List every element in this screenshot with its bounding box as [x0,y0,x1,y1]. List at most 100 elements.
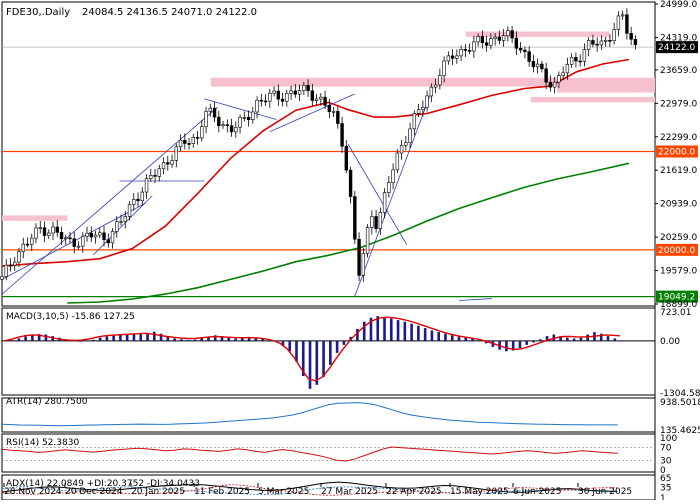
macd-histogram-bar [254,337,258,341]
macd-histogram-bar [484,340,488,344]
macd-histogram-bar [37,334,41,341]
candle-body [599,40,604,46]
price-tick-label: 24999.0 [660,0,697,10]
price-tick-label: 24319.0 [660,33,697,43]
time-tick-label: 28 Nov 2024 [4,487,62,497]
macd-histogram-bar [437,332,440,341]
macd-histogram-bar [606,336,610,341]
macd-histogram-bar [525,340,529,345]
rsi-line [1,446,618,462]
resistance-zone [210,77,655,87]
macd-histogram-bar [410,323,413,341]
candle-body [102,232,106,240]
time-tick-label: 6 Jun 2025 [513,487,561,497]
candle-body [272,90,276,94]
macd-histogram-bar [220,336,224,341]
atr-line [1,402,618,427]
candle-body [38,227,42,230]
macd-histogram-bar [105,336,109,341]
macd-histogram-bar [308,340,312,389]
macd-histogram-bar [10,340,14,341]
macd-tick-label: 0.00 [660,337,680,347]
candle-body [302,84,306,91]
candle-body [340,123,344,147]
price-tick-label: 22299.0 [660,133,697,143]
candle-body [72,238,76,247]
trendline [269,93,355,133]
candle-body [106,239,110,244]
macd-histogram-bar [295,340,298,362]
candle-body [433,84,438,88]
candle-body [586,40,591,50]
candle-body [476,36,480,43]
resistance-zone [465,31,610,37]
macd-histogram-bar [241,337,244,341]
atr-panel: 938.5018 135.4625 [1,398,700,436]
candle-body [110,231,115,244]
candle-body [625,14,629,34]
macd-histogram-bar [186,340,190,341]
candle-body [463,49,468,51]
time-tick-label: 20 Dec 2024 [65,487,123,497]
candle-body [450,55,455,59]
macd-histogram-bar [464,337,468,341]
moving-averages [1,58,630,304]
candle-body [561,72,565,76]
macd-histogram-bar [132,334,136,341]
macd-histogram-bar [417,325,420,341]
candle-body [404,142,408,146]
adx-tick-label: 35 [660,483,671,493]
candle-body [578,60,582,63]
macd-histogram-bar [383,316,386,341]
macd-histogram-bar [31,334,34,341]
candle-body [51,226,55,234]
candle-body [565,64,570,74]
candle-body [166,162,170,165]
macd-histogram-bar [342,340,346,345]
candle-body [208,107,213,112]
macd-histogram-bar [152,331,156,341]
candle-body [612,29,616,42]
candle-body [149,175,153,179]
candle-body [591,40,595,45]
macd-histogram-bar [139,334,143,341]
macd-histogram-bar [146,332,149,341]
macd-signal-line [3,316,620,382]
candle-body [442,60,446,76]
macd-histogram-bar [315,340,319,385]
candle-body [157,168,161,177]
candle-body [115,221,119,232]
time-tick-label: 22 Apr 2025 [386,487,442,497]
candle-body [85,232,89,237]
macd-histogram-bar [559,336,562,341]
macd-histogram-bar [532,340,535,343]
candle-body [119,221,123,223]
candle-body [421,106,425,111]
macd-histogram-bar [44,334,48,341]
candle-body [387,182,391,193]
candle-body [616,15,621,30]
macd-histogram-bar [85,340,88,342]
candle-body [620,14,625,17]
price-tick-label: 23659.0 [660,66,697,76]
candle-body [514,37,519,49]
macd-histogram-bar [234,338,237,341]
candle-body [64,237,68,240]
candle-body [268,92,272,102]
candle-body [480,36,485,44]
trendline [93,195,153,256]
macd-histogram-bar [227,337,231,341]
candle-body [246,117,251,121]
candle-body [8,264,13,267]
candle-body [276,90,281,100]
level-label: 19049.2 [658,293,695,303]
candle-body [497,36,502,41]
candle-body [574,57,578,62]
adx-label: ADX(14) 22.0849 +DI:20.3752 -DI:34.0433 [6,479,200,489]
candle-body [540,63,544,70]
macd-histogram-bar [288,340,292,352]
candle-body [76,245,81,248]
macd-histogram-bar [180,339,183,341]
macd-histogram-bar [572,338,576,341]
